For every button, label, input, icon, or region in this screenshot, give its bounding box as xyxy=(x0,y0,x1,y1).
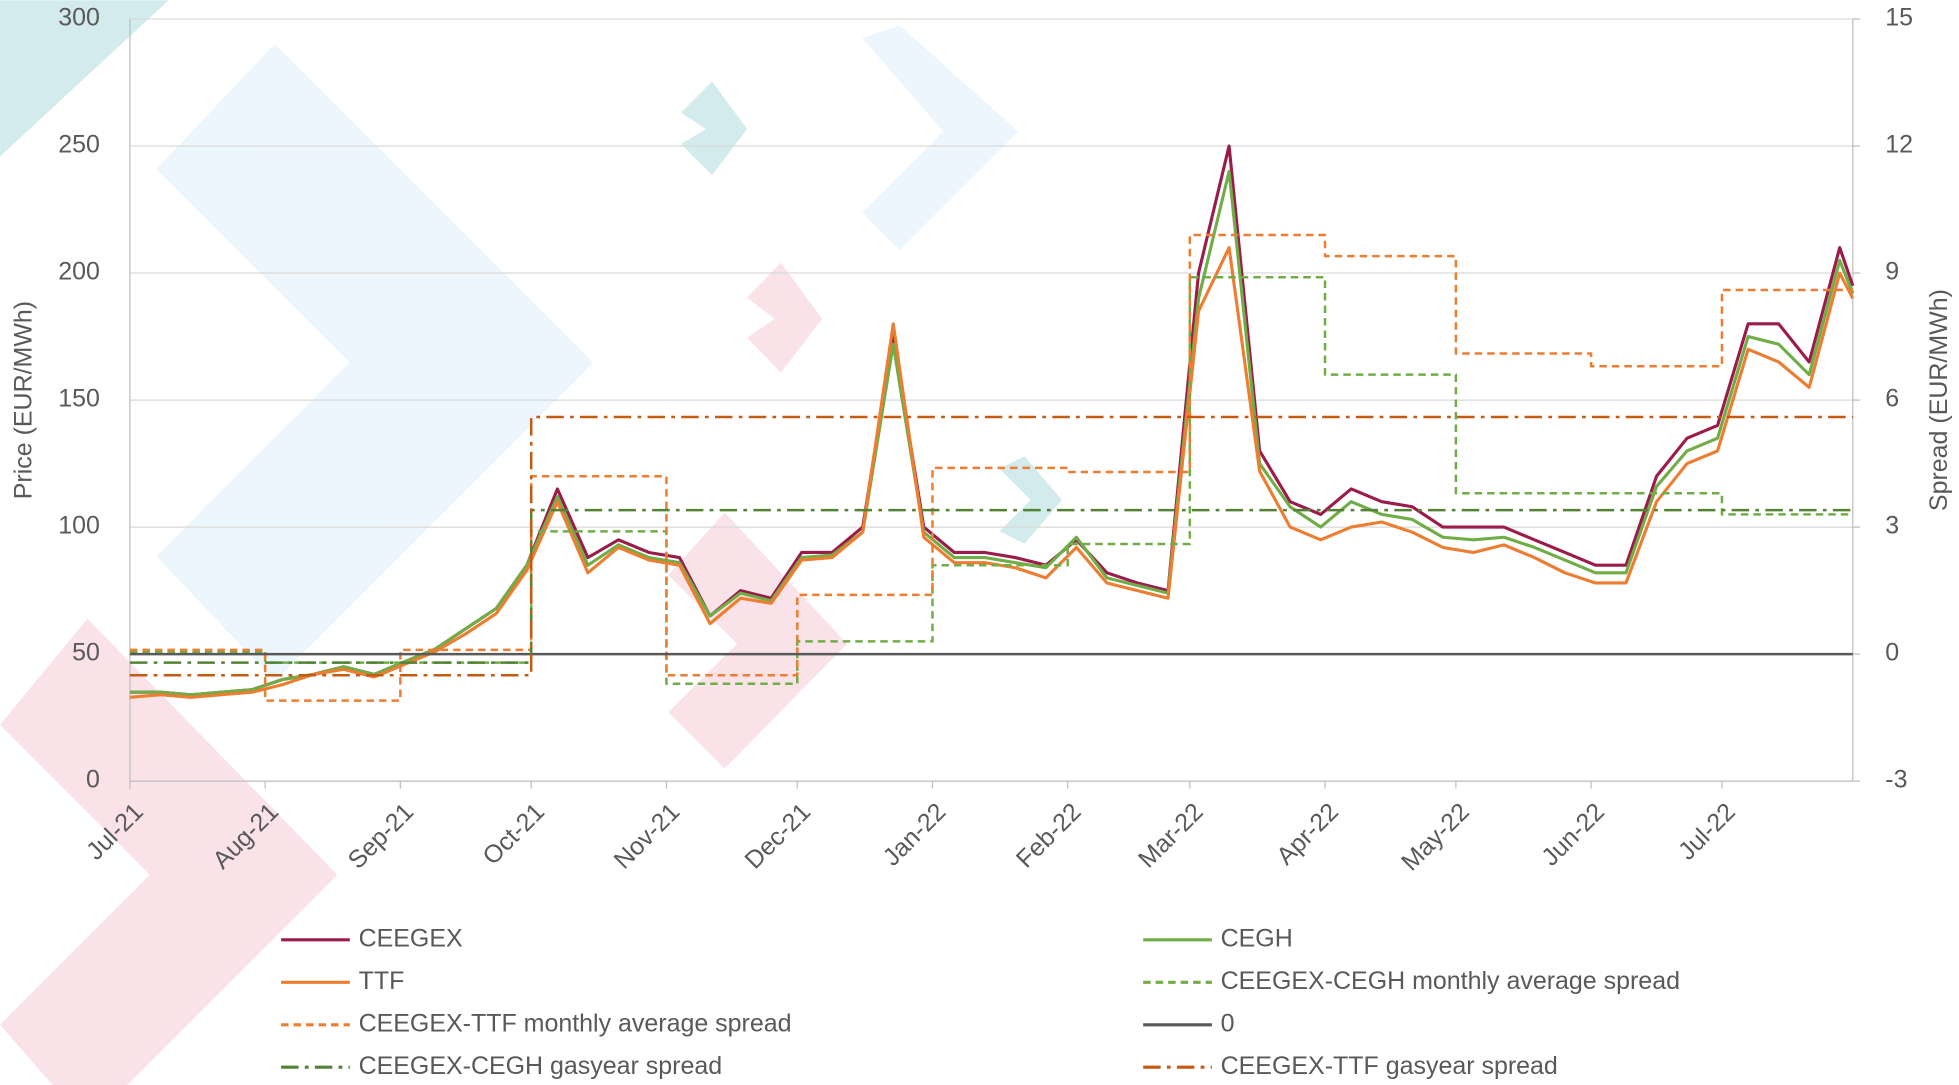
y-tick-label: 0 xyxy=(86,766,100,794)
legend-label: CEEGEX-CEGH gasyear spread xyxy=(359,1052,723,1080)
y-tick-label: 100 xyxy=(58,512,100,540)
x-tick-label: Feb-22 xyxy=(1011,798,1087,874)
y2-tick-label: 15 xyxy=(1885,4,1913,32)
y-tick-label: 200 xyxy=(58,258,100,286)
x-tick-label: Jul-22 xyxy=(1673,798,1741,866)
y2-tick-label: -3 xyxy=(1885,766,1907,794)
legend-label: TTF xyxy=(359,967,405,995)
x-tick-label: Sep-21 xyxy=(343,798,420,875)
x-tick-label: Oct-21 xyxy=(477,798,550,871)
y2-axis-label: Spread (EUR/MWh) xyxy=(1925,289,1953,511)
series-line xyxy=(129,246,1855,699)
y2-tick-label: 6 xyxy=(1885,385,1899,413)
series-line xyxy=(129,415,1853,677)
series-line xyxy=(129,233,1853,702)
legend-label: CEGH xyxy=(1221,924,1293,952)
x-tick-label: Apr-22 xyxy=(1271,798,1344,871)
y-tick-label: 300 xyxy=(58,4,100,32)
series-line xyxy=(129,169,1855,697)
y-tick-label: 150 xyxy=(58,385,100,413)
x-tick-label: May-22 xyxy=(1396,798,1475,877)
x-tick-label: Jan-22 xyxy=(878,798,952,872)
y-axis-label: Price (EUR/MWh) xyxy=(10,301,38,499)
x-tick-label: Nov-21 xyxy=(609,798,686,875)
y2-tick-label: 0 xyxy=(1885,639,1899,667)
y-tick-label: 50 xyxy=(72,639,100,667)
x-tick-label: Dec-21 xyxy=(739,798,816,875)
legend-label: CEEGEX-TTF monthly average spread xyxy=(359,1009,792,1037)
background-decoration xyxy=(0,0,1062,1085)
legend-label: 0 xyxy=(1221,1009,1235,1037)
series-line xyxy=(129,508,1853,664)
y2-tick-label: 9 xyxy=(1885,258,1899,286)
legend-label: CEEGEX-TTF gasyear spread xyxy=(1221,1052,1558,1080)
x-tick-label: Mar-22 xyxy=(1133,798,1209,874)
y-tick-label: 250 xyxy=(58,131,100,159)
y2-tick-label: 3 xyxy=(1885,512,1899,540)
legend-label: CEEGEX xyxy=(359,924,463,952)
legend-label: CEEGEX-CEGH monthly average spread xyxy=(1221,967,1680,995)
y2-tick-label: 12 xyxy=(1885,131,1913,159)
x-tick-label: Jun-22 xyxy=(1536,798,1610,872)
